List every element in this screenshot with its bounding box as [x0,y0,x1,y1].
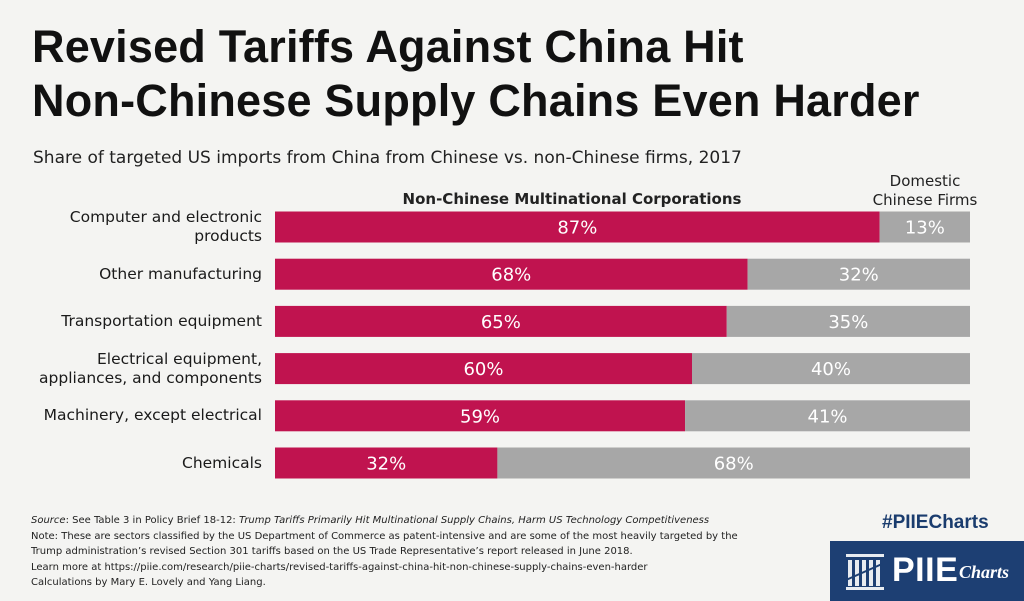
bar-segment-non-chinese-5 [275,447,498,479]
piie-charts-logo: PIIE Charts [830,541,1024,601]
bar-segment-non-chinese-2 [275,305,727,337]
category-label-5-line-0: Chemicals [182,453,262,472]
data-label-domestic-1: 32% [839,265,879,286]
logo-text: PIIE [892,551,959,589]
category-label-0-line-0: Computer and electronic [69,208,262,226]
series-header-domestic-line-1: Domestic [889,172,961,190]
category-label-5: Chemicals [182,454,262,473]
category-label-3-line-0: Electrical equipment, [97,349,262,368]
data-label-non-chinese-2: 65% [481,312,521,333]
data-label-domestic-4: 41% [808,406,848,427]
bar-segment-domestic-2 [726,305,970,337]
bar-segment-domestic-1 [747,258,970,290]
category-label-2-line-0: Transportation equipment [61,311,262,330]
category-label-3: Electrical equipment, appliances, and com… [39,350,262,388]
bar-segment-non-chinese-3 [275,353,692,385]
data-label-non-chinese-3: 60% [463,359,503,380]
learn-more-link[interactable]: Learn more at https://piie.com/research/… [31,561,648,573]
chart-subtitle: Share of targeted US imports from China … [33,148,742,168]
category-label-3-line-1: appliances, and components [39,368,262,387]
category-label-4: Machinery, except electrical [44,406,262,425]
category-label-1: Other manufacturing [99,265,262,284]
credits: Calculations by Mary E. Lovely and Yang … [31,577,266,589]
source-title: Trump Tariffs Primarily Hit Multinationa… [238,515,710,526]
data-label-non-chinese-4: 59% [460,406,500,427]
source-text: : See Table 3 in Policy Brief 18-12: [65,515,239,526]
chart-title-line-1: Revised Tariffs Against China Hit [32,21,744,72]
footnotes: Source: See Table 3 in Policy Brief 18-1… [31,513,821,591]
bar-segment-non-chinese-0 [275,211,880,243]
series-header-non-chinese: Non-Chinese Multinational Corporations [402,190,742,208]
bar-segment-domestic-5 [497,447,970,479]
note-line-1: Note: These are sectors classified by th… [31,530,738,542]
data-label-domestic-3: 40% [811,359,851,380]
chart-title: Revised Tariffs Against China Hit Non-Ch… [32,20,1012,128]
data-label-domestic-2: 35% [828,312,868,333]
data-label-non-chinese-0: 87% [557,218,597,239]
data-label-non-chinese-1: 68% [491,265,531,286]
source-line: Source: See Table 3 in Policy Brief 18-1… [31,513,821,529]
category-label-0-line-1: products [194,227,262,245]
piie-columns-icon [845,554,884,590]
category-label-2: Transportation equipment [61,312,262,331]
series-header-domestic: Domestic Chinese Firms [860,172,990,210]
note-line-2: Trump administration’s revised Section 3… [31,546,633,558]
bar-segment-non-chinese-4 [275,400,686,432]
bar-segment-non-chinese-1 [275,258,748,290]
bar-segment-domestic-3 [692,353,970,385]
category-label-4-line-0: Machinery, except electrical [43,406,262,425]
data-label-domestic-0: 13% [905,218,945,239]
series-header-domestic-line-2: Chinese Firms [872,191,978,209]
data-label-non-chinese-5: 32% [366,454,406,475]
bar-segment-domestic-0 [879,211,970,243]
hashtag: #PIIECharts [882,512,989,533]
source-label: Source [31,515,66,526]
data-label-domestic-5: 68% [714,454,754,475]
bar-segment-domestic-4 [685,400,970,432]
category-label-0: Computer and electronic products [70,208,262,246]
logo-subtext: Charts [959,562,1010,582]
chart-title-line-2: Non-Chinese Supply Chains Even Harder [32,75,920,126]
category-label-1-line-0: Other manufacturing [99,264,262,283]
